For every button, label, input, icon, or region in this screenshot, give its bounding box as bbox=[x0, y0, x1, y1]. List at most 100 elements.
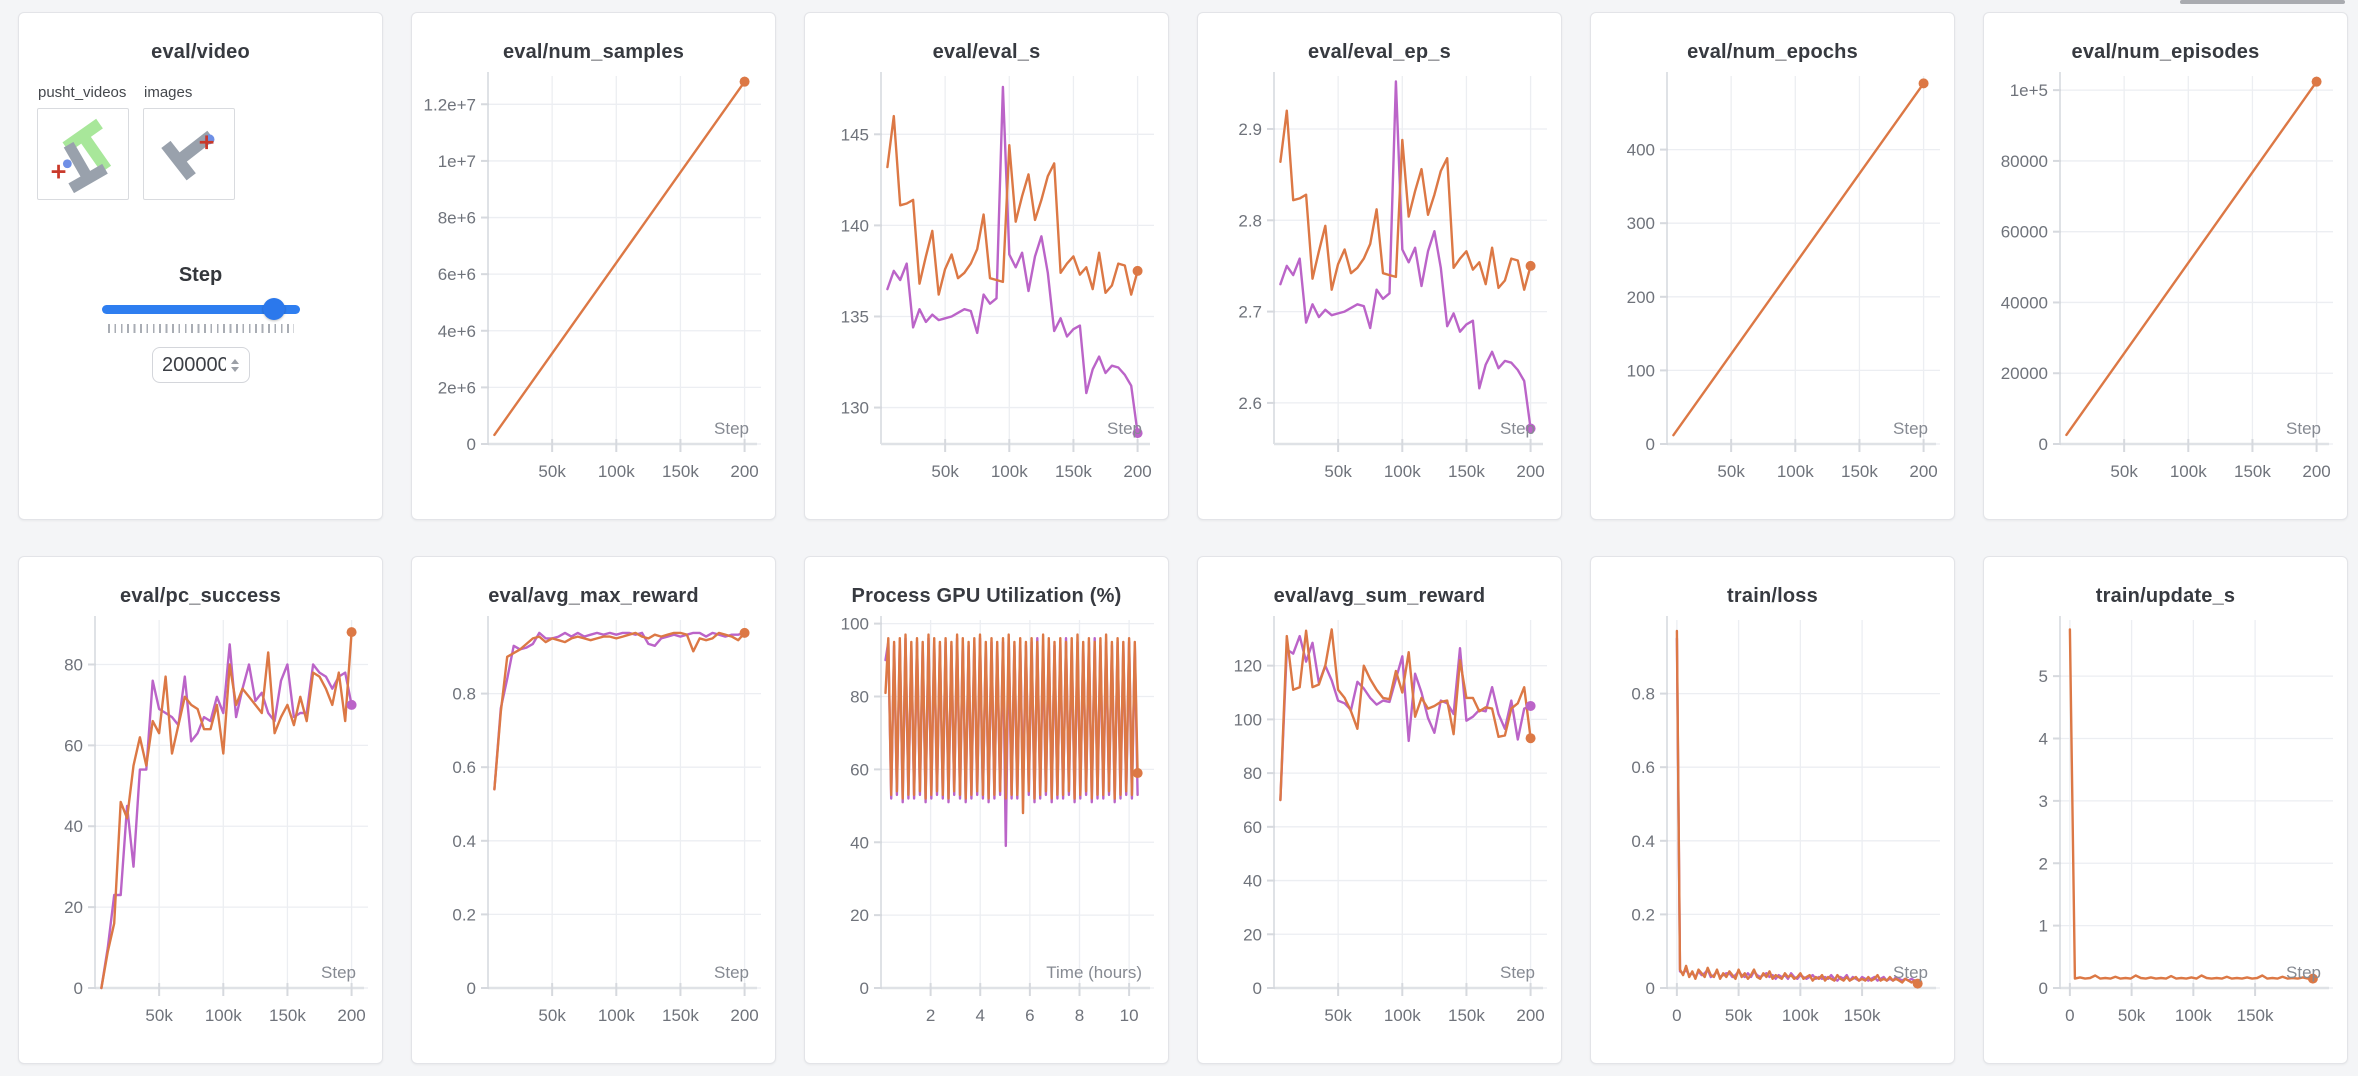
panel-title: train/update_s bbox=[2095, 585, 2236, 607]
y-tick-label: 20 bbox=[850, 906, 869, 925]
step-slider-label: Step bbox=[178, 264, 223, 286]
x-tick-label: 50k bbox=[931, 462, 959, 481]
x-tick-label: 6 bbox=[1025, 1006, 1034, 1025]
y-tick-label: 0 bbox=[2039, 435, 2048, 454]
panel-title: eval/num_epochs bbox=[1687, 41, 1858, 63]
x-tick-label: 50k bbox=[1324, 462, 1352, 481]
media-item-images: images bbox=[143, 84, 235, 200]
y-tick-label: 140 bbox=[841, 216, 869, 235]
media-caption: images bbox=[144, 84, 193, 101]
y-tick-label: 135 bbox=[841, 307, 869, 326]
panel-eval-num-samples[interactable]: eval/num_samples 0 2e+6 4e+6 6e+6 8e+6 1e+7 1.2… bbox=[411, 12, 776, 520]
chart-canvas[interactable]: 0 20 40 60 80 50k 100k 150k 200 Step bbox=[31, 608, 370, 1054]
x-tick-label: 100k bbox=[2170, 462, 2207, 481]
slider-handle[interactable] bbox=[262, 298, 285, 320]
x-tick-label: 150k bbox=[1055, 462, 1092, 481]
stepper-down-icon[interactable] bbox=[231, 366, 239, 372]
panel-title: Process GPU Utilization (%) bbox=[851, 585, 1122, 607]
panel-eval-num-epochs[interactable]: eval/num_epochs 0 100 200 300 400 50k 100k 150k 2… bbox=[1590, 12, 1955, 520]
y-tick-label: 40 bbox=[1243, 872, 1262, 891]
chart-canvas[interactable]: 130 135 140 145 50k 100k 150k 200 Step bbox=[817, 64, 1156, 510]
y-tick-label: 20 bbox=[64, 898, 83, 917]
panel-title: eval/avg_sum_reward bbox=[1273, 585, 1486, 607]
y-tick-label: 100 bbox=[1627, 361, 1655, 380]
chart-canvas[interactable]: 0 0.2 0.4 0.6 0.8 50k 100k 150k 200 Step bbox=[424, 608, 763, 1054]
x-tick-label: 200 bbox=[337, 1006, 365, 1025]
x-axis-label: Step bbox=[2286, 419, 2321, 438]
panel-eval-num-episodes[interactable]: eval/num_episodes 0 20000 40000 60000 80000 1e… bbox=[1983, 12, 2348, 520]
x-tick-label: 50k bbox=[2110, 462, 2138, 481]
panel-title: eval/num_episodes bbox=[2071, 41, 2260, 63]
panel-process-gpu-utilization[interactable]: Process GPU Utilization (%) 0 20 40 60 80 100 2… bbox=[804, 556, 1169, 1064]
x-tick-label: 2 bbox=[926, 1006, 935, 1025]
x-tick-label: 4 bbox=[976, 1006, 985, 1025]
scrollbar-stub[interactable] bbox=[2180, 0, 2345, 4]
x-tick-label: 100k bbox=[1782, 1006, 1819, 1025]
panel-train-update-s[interactable]: train/update_s 0 1 2 3 4 5 0 50k 100k 150k Step bbox=[1983, 556, 2348, 1064]
stepper-up-icon[interactable] bbox=[231, 358, 239, 364]
panel-eval-avg-sum-reward[interactable]: eval/avg_sum_reward 0 20 40 60 80 100 120 50k 100… bbox=[1197, 556, 1562, 1064]
panel-eval-avg-max-reward[interactable]: eval/avg_max_reward 0 0.2 0.4 0.6 0.8 50k 100k 1… bbox=[411, 556, 776, 1064]
y-tick-label: 20 bbox=[1243, 925, 1262, 944]
x-tick-label: 8 bbox=[1075, 1006, 1084, 1025]
y-tick-label: 1 bbox=[2039, 917, 2048, 936]
x-tick-label: 150k bbox=[1448, 462, 1485, 481]
panel-title: eval/eval_s bbox=[932, 41, 1041, 63]
panel-eval-eval-ep-s[interactable]: eval/eval_ep_s 2.6 2.7 2.8 2.9 50k 100k 150k 200… bbox=[1197, 12, 1562, 520]
y-tick-label: 100 bbox=[1234, 710, 1262, 729]
slider-track[interactable] bbox=[101, 305, 300, 314]
y-tick-label: 200 bbox=[1627, 288, 1655, 307]
y-tick-label: 60000 bbox=[2001, 223, 2048, 242]
step-input[interactable] bbox=[151, 347, 250, 383]
chart-canvas[interactable]: 0 2e+6 4e+6 6e+6 8e+6 1e+7 1.2e+7 50k 100k 150k 20… bbox=[424, 64, 763, 510]
x-tick-label: 100k bbox=[1777, 462, 1814, 481]
x-axis-label: Step bbox=[1107, 419, 1142, 438]
y-tick-label: 2e+6 bbox=[438, 378, 476, 397]
stepper-buttons[interactable] bbox=[231, 358, 239, 372]
x-tick-label: 10 bbox=[1120, 1006, 1139, 1025]
x-axis-label: Time (hours) bbox=[1046, 963, 1142, 982]
y-tick-label: 0 bbox=[1646, 979, 1655, 998]
images-scene-icon bbox=[161, 130, 215, 181]
panel-eval-video[interactable]: eval/video pusht_videos bbox=[18, 12, 383, 520]
x-tick-label: 200 bbox=[1516, 1006, 1544, 1025]
x-tick-label: 50k bbox=[1324, 1006, 1352, 1025]
chart-canvas[interactable]: 0 20000 40000 60000 80000 1e+5 50k 100k 150k 200 S… bbox=[1996, 64, 2335, 510]
y-tick-label: 130 bbox=[841, 399, 869, 418]
chart-canvas[interactable]: 0 1 2 3 4 5 0 50k 100k 150k Step bbox=[1996, 608, 2335, 1054]
chart-canvas[interactable]: 2.6 2.7 2.8 2.9 50k 100k 150k 200 Step bbox=[1210, 64, 1549, 510]
y-tick-label: 0.2 bbox=[452, 905, 476, 924]
y-tick-label: 0 bbox=[74, 979, 83, 998]
panel-title: train/loss bbox=[1727, 585, 1818, 607]
chart-canvas[interactable]: 0 0.2 0.4 0.6 0.8 0 50k 100k 150k Step bbox=[1603, 608, 1942, 1054]
x-tick-label: 200 bbox=[730, 462, 758, 481]
x-tick-label: 200 bbox=[730, 1006, 758, 1025]
images-thumbnail[interactable] bbox=[143, 108, 235, 200]
chart-canvas[interactable]: 0 100 200 300 400 50k 100k 150k 200 Step bbox=[1603, 64, 1942, 510]
x-tick-label: 150k bbox=[662, 462, 699, 481]
y-tick-label: 0.4 bbox=[1631, 832, 1655, 851]
y-tick-label: 0.4 bbox=[452, 832, 476, 851]
y-tick-label: 80 bbox=[850, 688, 869, 707]
y-tick-label: 2.8 bbox=[1238, 211, 1262, 230]
y-tick-label: 60 bbox=[64, 736, 83, 755]
step-slider[interactable] bbox=[101, 297, 300, 321]
y-tick-label: 1e+7 bbox=[438, 152, 476, 171]
y-tick-label: 0.6 bbox=[1631, 758, 1655, 777]
panel-title: eval/video bbox=[151, 41, 250, 63]
x-tick-label: 100k bbox=[2175, 1006, 2212, 1025]
chart-canvas[interactable]: 0 20 40 60 80 100 120 50k 100k 150k 200 Step bbox=[1210, 608, 1549, 1054]
panel-eval-eval-s[interactable]: eval/eval_s 130 135 140 145 50k 100k 150k 200 Ste… bbox=[804, 12, 1169, 520]
chart-canvas[interactable]: 0 20 40 60 80 100 2 4 6 8 10 Time (hours) bbox=[817, 608, 1156, 1054]
y-tick-label: 2.9 bbox=[1238, 120, 1262, 139]
panel-train-loss[interactable]: train/loss 0 0.2 0.4 0.6 0.8 0 50k 100k 150k Step bbox=[1590, 556, 1955, 1064]
panel-eval-pc-success[interactable]: eval/pc_success 0 20 40 60 80 50k 100k 150k 200 St… bbox=[18, 556, 383, 1064]
x-tick-label: 50k bbox=[538, 462, 566, 481]
step-input-field[interactable] bbox=[162, 353, 226, 377]
pusht-video-thumbnail[interactable] bbox=[37, 108, 129, 200]
y-tick-label: 80 bbox=[64, 655, 83, 674]
pusht-scene-icon bbox=[51, 118, 112, 194]
x-axis-label: Step bbox=[1500, 419, 1535, 438]
x-axis-label: Step bbox=[1893, 963, 1928, 982]
